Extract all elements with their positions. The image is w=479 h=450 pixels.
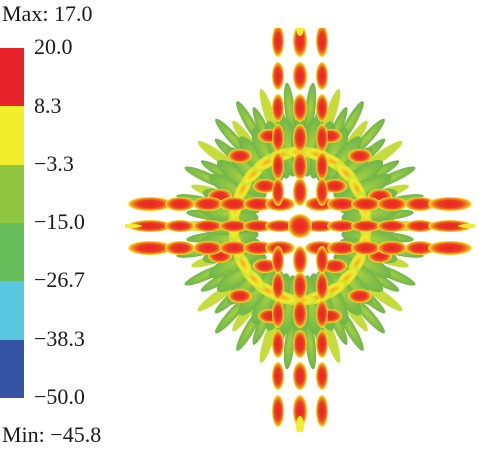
main-lobe xyxy=(128,241,172,255)
main-lobe xyxy=(272,330,284,358)
main-lobe xyxy=(351,220,381,232)
main-lobe xyxy=(293,300,307,328)
main-lobe xyxy=(219,220,249,232)
main-lobe xyxy=(293,395,307,427)
tick-label: 8.3 xyxy=(34,93,62,118)
max-value-label: Max: 17.0 xyxy=(2,1,93,26)
min-value-label: Min: −45.8 xyxy=(2,422,102,447)
main-lobe xyxy=(293,362,307,390)
main-lobe xyxy=(128,197,172,211)
main-lobe xyxy=(219,197,249,211)
tick-label: 20.0 xyxy=(34,34,73,59)
main-lobe xyxy=(165,241,195,255)
lobe xyxy=(323,179,347,193)
main-lobe xyxy=(272,246,284,274)
main-lobe xyxy=(405,241,435,255)
color-band xyxy=(0,106,24,166)
tick-label: −50.0 xyxy=(34,384,85,409)
main-lobe xyxy=(243,220,273,232)
main-lobe xyxy=(316,300,328,328)
main-lobe xyxy=(377,241,407,255)
lobe-tip xyxy=(125,224,142,228)
main-lobe xyxy=(293,94,307,122)
main-lobe xyxy=(316,362,328,390)
main-lobe xyxy=(272,152,284,180)
lobe xyxy=(348,289,372,303)
main-lobe xyxy=(316,152,328,180)
main-lobe xyxy=(351,197,381,211)
main-lobe xyxy=(316,395,328,427)
main-lobe xyxy=(316,330,328,358)
main-lobe xyxy=(293,152,307,180)
main-lobe xyxy=(316,246,328,274)
color-band xyxy=(0,339,24,399)
main-lobe xyxy=(316,178,328,206)
lobe xyxy=(228,289,252,303)
main-lobe xyxy=(428,197,472,211)
main-lobe xyxy=(272,94,284,122)
main-lobe xyxy=(272,362,284,390)
main-lobe xyxy=(293,124,307,152)
main-lobe xyxy=(405,197,435,211)
main-lobe xyxy=(165,197,195,211)
main-lobe xyxy=(377,220,407,232)
main-lobe xyxy=(405,220,435,232)
main-lobe xyxy=(316,62,328,90)
main-lobe xyxy=(316,28,328,57)
main-lobe xyxy=(272,272,284,300)
main-lobe xyxy=(377,197,407,211)
main-lobe xyxy=(293,28,307,57)
lobe-tip xyxy=(296,28,304,36)
lobe xyxy=(348,149,372,163)
main-lobe xyxy=(219,241,249,255)
main-lobe xyxy=(316,272,328,300)
main-lobe xyxy=(165,220,195,232)
color-band xyxy=(0,164,24,224)
main-lobe xyxy=(293,62,307,90)
main-lobe xyxy=(316,124,328,152)
main-lobe xyxy=(272,124,284,152)
main-lobe xyxy=(293,246,307,274)
lobe-tip xyxy=(296,416,304,432)
main-lobe xyxy=(272,28,284,57)
tick-label: −3.3 xyxy=(34,151,74,176)
color-band xyxy=(0,281,24,341)
main-lobe xyxy=(327,241,357,255)
color-band xyxy=(0,223,24,282)
color-scale-bar xyxy=(0,48,24,399)
main-lobe xyxy=(293,178,307,206)
main-lobe xyxy=(327,220,357,232)
main-lobe xyxy=(272,395,284,427)
main-lobe xyxy=(193,241,223,255)
main-lobe xyxy=(193,197,223,211)
main-lobe xyxy=(428,241,472,255)
lobe xyxy=(323,259,347,273)
main-lobe xyxy=(316,94,328,122)
main-lobe xyxy=(128,220,172,232)
lobe xyxy=(253,179,277,193)
main-lobe xyxy=(243,241,273,255)
main-lobe xyxy=(288,214,312,238)
tick-label: −38.3 xyxy=(34,326,85,351)
main-lobe xyxy=(193,220,223,232)
radiation-pattern-plot xyxy=(125,28,475,432)
main-lobe xyxy=(293,330,307,358)
main-lobe xyxy=(293,272,307,300)
main-lobe xyxy=(327,197,357,211)
main-lobe xyxy=(265,220,295,232)
main-lobe xyxy=(272,62,284,90)
main-lobe xyxy=(351,241,381,255)
main-lobe xyxy=(243,197,273,211)
lobe xyxy=(228,149,252,163)
main-lobe xyxy=(272,178,284,206)
lobe-tip xyxy=(458,224,475,228)
main-lobe xyxy=(305,220,335,232)
tick-label: −26.7 xyxy=(34,267,85,292)
main-lobe xyxy=(428,220,472,232)
main-lobe xyxy=(272,300,284,328)
lobe xyxy=(253,259,277,273)
color-band xyxy=(0,48,24,107)
tick-label: −15.0 xyxy=(34,209,85,234)
